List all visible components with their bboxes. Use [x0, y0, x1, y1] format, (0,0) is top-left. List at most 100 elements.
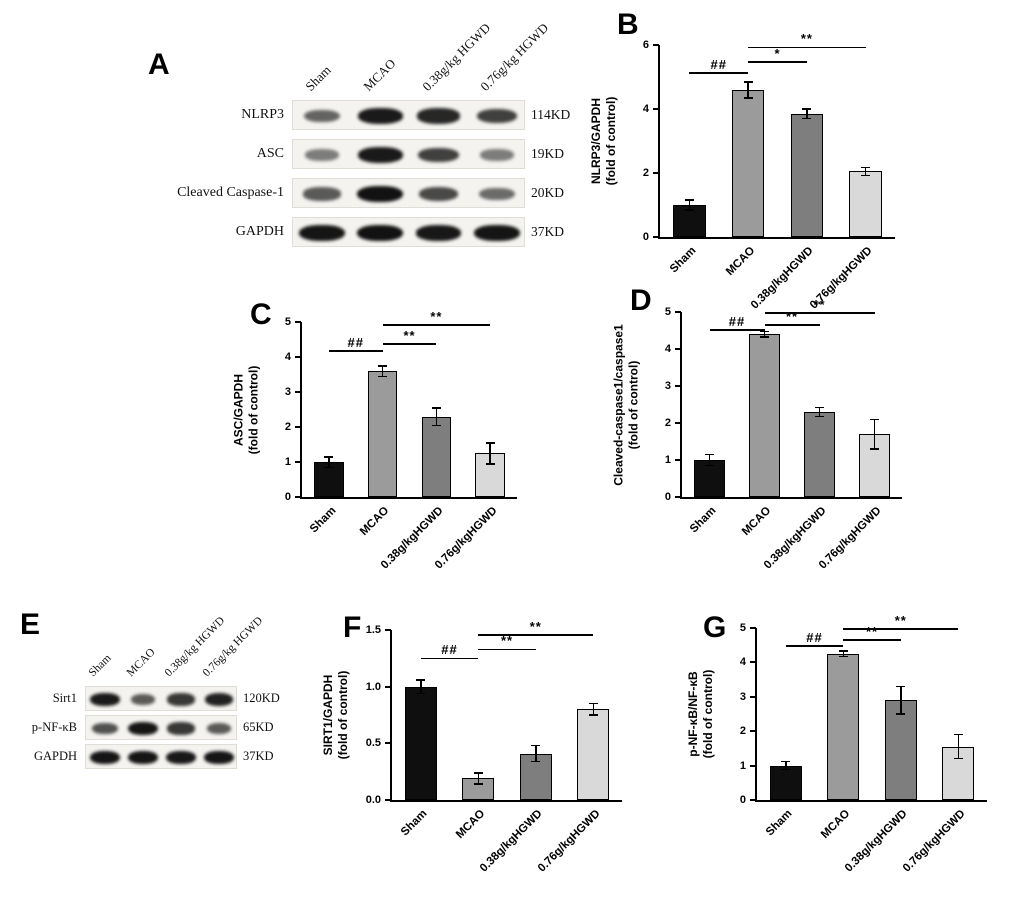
- plot-area: SIRT1/GAPDH (fold of control) 0.0 0.5 1.0 1.5…: [321, 619, 622, 874]
- y-tick: [750, 661, 756, 664]
- bar-MCAO: [749, 334, 780, 497]
- significance-label: ##: [710, 56, 727, 72]
- blot-band: [476, 108, 518, 124]
- plot-area: NLRP3/GAPDH (fold of control) 0 2 4 6 Sham MCAO…: [589, 31, 895, 311]
- band-size-label: 65KD: [243, 720, 274, 734]
- significance-line: [328, 350, 383, 352]
- y-tick: [295, 321, 301, 323]
- error-bar: [900, 686, 902, 714]
- y-tick: [295, 461, 301, 463]
- y-tick-label: 0.5: [365, 737, 381, 750]
- error-bar: [785, 761, 787, 770]
- protein-label-ASC: ASC: [256, 146, 284, 161]
- y-tick: [750, 730, 756, 733]
- significance-label: **: [430, 308, 443, 324]
- significance-label: ##: [728, 313, 746, 329]
- error-bar-cap: [485, 463, 495, 465]
- y-tick: [653, 172, 659, 174]
- significance-line: [420, 657, 479, 660]
- significance-label: **: [403, 327, 416, 343]
- error-bar-cap: [473, 783, 483, 785]
- blot-band: [299, 224, 345, 242]
- error-bar: [873, 419, 876, 449]
- blot-band: [416, 108, 461, 124]
- y-tick-label: 4: [664, 343, 671, 355]
- y-tick-label: 0: [284, 491, 291, 503]
- protein-label-Sirt1: Sirt1: [52, 691, 77, 705]
- bar-0.38g/kgHGWD: [804, 411, 835, 497]
- y-tick-label: 4: [284, 351, 291, 363]
- band-size-label: 114KD: [531, 107, 571, 122]
- error-bar: [708, 454, 711, 466]
- bar-MCAO: [367, 371, 398, 497]
- error-bar: [435, 407, 438, 426]
- error-bar: [806, 109, 808, 119]
- significance-label: **: [500, 633, 514, 649]
- error-bar-cap: [896, 713, 906, 715]
- error-bar-cap: [861, 166, 871, 169]
- x-label-MCAO: MCAO: [358, 504, 392, 539]
- panel-B-chart: B NLRP3/GAPDH (fold of control) 0 2 4 6 Sham MC…: [555, 0, 1020, 311]
- y-tick-label: 2: [284, 421, 291, 433]
- y-tick: [295, 496, 301, 498]
- blot-band: [128, 750, 158, 765]
- error-bar-cap: [705, 453, 714, 456]
- blot-band: [130, 694, 156, 705]
- significance-label: **: [800, 31, 813, 47]
- blot-band: [357, 147, 403, 163]
- blot-band: [166, 750, 196, 765]
- y-tick: [295, 391, 301, 393]
- blot-band: [474, 224, 520, 242]
- x-label-0.76g/kgHGWD: 0.76g/kgHGWD: [535, 807, 603, 875]
- blot-band: [418, 187, 459, 201]
- error-bar-cap: [953, 757, 963, 760]
- significance-line: [748, 46, 866, 49]
- significance-line: [748, 61, 807, 63]
- band-size-label: 120KD: [243, 691, 280, 705]
- error-bar-cap: [684, 199, 694, 201]
- y-tick-label: 1: [664, 454, 671, 466]
- y-tick-label: 0: [739, 794, 746, 806]
- y-tick: [750, 799, 756, 801]
- error-bar-cap: [588, 714, 598, 716]
- error-bar-cap: [802, 117, 812, 120]
- blot-band: [418, 147, 459, 163]
- significance-line: [478, 634, 594, 636]
- y-tick: [675, 385, 681, 387]
- blot-band: [357, 185, 404, 203]
- protein-label-GAPDH: GAPDH: [235, 224, 284, 239]
- error-bar-cap: [760, 330, 769, 332]
- significance-label: *: [774, 45, 781, 61]
- bar-MCAO: [731, 89, 765, 237]
- y-tick: [750, 695, 756, 698]
- blot-band: [206, 723, 232, 734]
- significance-line: [382, 343, 437, 345]
- plot-area: Cleaved-caspase1/caspase1 (fold of contro…: [611, 297, 902, 571]
- y-tick: [675, 311, 681, 313]
- error-bar: [489, 442, 491, 464]
- lane-label-Sham: Sham: [302, 62, 334, 94]
- blot-band: [204, 693, 234, 706]
- y-tick: [295, 356, 301, 358]
- y-tick: [653, 236, 659, 238]
- error-bar-cap: [781, 760, 791, 763]
- significance-label: ##: [441, 642, 458, 658]
- y-tick: [750, 627, 756, 629]
- error-bar-cap: [431, 407, 441, 409]
- error-bar-cap: [378, 365, 388, 367]
- y-tick-label: 4: [642, 103, 649, 115]
- bar-Sham: [404, 686, 437, 800]
- error-bar-cap: [838, 650, 848, 652]
- significance-line: [843, 628, 959, 630]
- bar-0.76g/kgHGWD: [849, 171, 882, 237]
- error-bar-cap: [531, 760, 541, 763]
- error-bar-cap: [588, 702, 598, 705]
- error-bar: [957, 734, 959, 759]
- blot-band: [303, 187, 341, 201]
- error-bar-cap: [861, 174, 871, 176]
- blot-strip: [85, 715, 237, 740]
- error-bar-cap: [485, 442, 495, 444]
- blot-band: [357, 224, 404, 242]
- blot-strip: [85, 744, 237, 769]
- y-tick: [675, 348, 681, 350]
